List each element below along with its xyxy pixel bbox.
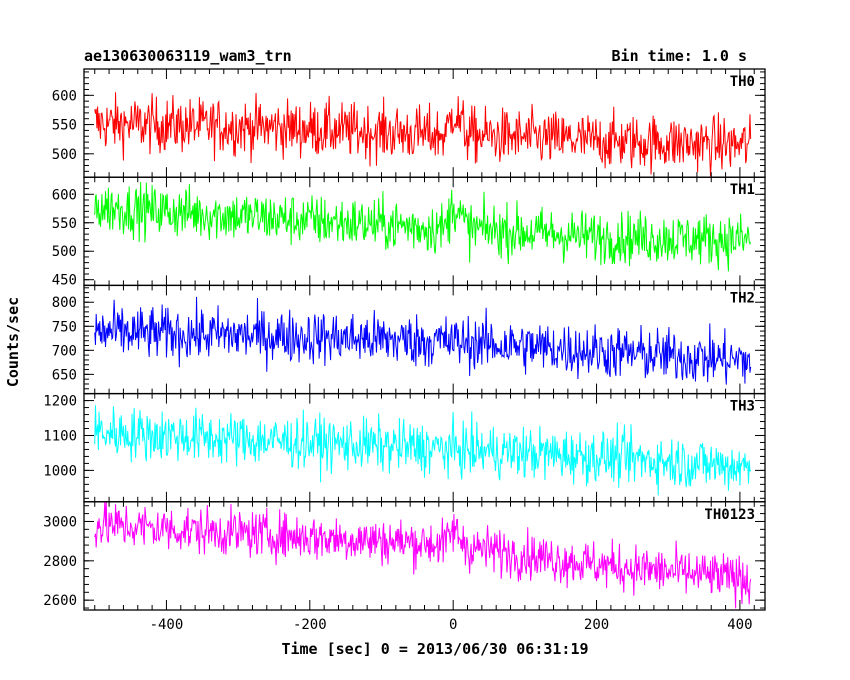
y-tick-label-th0123: 2800	[43, 554, 77, 570]
y-tick-label-th1: 600	[52, 187, 77, 203]
series-line-th0	[94, 92, 752, 177]
panel-frame-th3	[83, 392, 766, 503]
panel-th0: 500 550 600 TH0	[52, 68, 766, 178]
x-tick-label: -400	[150, 617, 184, 633]
y-tick-label-th2: 650	[52, 367, 77, 383]
panel-label-th2: TH2	[730, 290, 755, 306]
y-tick-label-th2: 700	[52, 343, 77, 359]
y-tick-label-th2: 750	[52, 319, 77, 335]
x-tick-label: 200	[584, 617, 609, 633]
panel-label-th1: TH1	[730, 182, 755, 198]
y-tick-label-th0: 500	[52, 147, 77, 163]
series-line-th0123	[94, 501, 752, 609]
y-tick-label-th0: 600	[52, 88, 77, 104]
y-axis-label: Counts/sec	[4, 297, 22, 387]
x-tick-label: 400	[727, 617, 752, 633]
y-tick-label-th2: 800	[52, 295, 77, 311]
y-tick-label-th0123: 3000	[43, 514, 77, 530]
bin-time-label: Bin time: 1.0 s	[612, 47, 747, 65]
panel-label-th3: TH3	[730, 399, 755, 415]
y-tick-label-th3: 1000	[43, 463, 77, 479]
y-tick-label-th1: 450	[52, 273, 77, 289]
y-tick-label-th3: 1100	[43, 428, 77, 444]
panel-label-th0: TH0	[730, 74, 755, 90]
series-line-th2	[94, 296, 752, 385]
x-tick-label: 0	[449, 617, 457, 633]
chart-title: ae130630063119_wam3_trn	[84, 47, 292, 65]
y-tick-label-th1: 550	[52, 216, 77, 232]
panel-th3: 1000 1100 1200 TH3	[43, 392, 766, 503]
y-tick-label-th0: 550	[52, 118, 77, 134]
y-tick-label-th3: 1200	[43, 394, 77, 410]
panel-th1: 450 500 550 600 TH1	[52, 176, 766, 289]
x-tick-label: -200	[293, 617, 327, 633]
y-tick-label-th1: 500	[52, 244, 77, 260]
series-line-th3	[94, 405, 752, 496]
x-axis-label: Time [sec] 0 = 2013/06/30 06:31:19	[281, 640, 588, 658]
panel-th2: 650 700 750 800 TH2	[52, 284, 766, 395]
y-tick-label-th0123: 2600	[43, 593, 77, 609]
panel-label-th0123: TH0123	[704, 507, 755, 523]
panel-th0123: 2600 2800 3000 TH0123	[43, 501, 766, 611]
series-line-th1	[94, 182, 752, 272]
